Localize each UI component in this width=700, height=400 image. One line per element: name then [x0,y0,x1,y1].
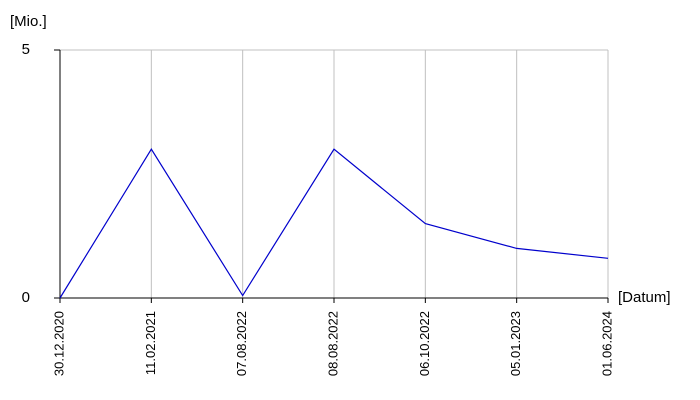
x-tick-label: 06.10.2022 [417,311,432,376]
x-axis-label: [Datum] [618,289,671,306]
x-tick-label: 07.08.2022 [234,311,249,376]
data-line [59,148,609,299]
x-tick-label: 08.08.2022 [325,311,340,376]
y-tick-label: 0 [22,289,30,306]
y-tick-label: 5 [22,41,30,58]
x-tick-label: 30.12.2020 [51,311,66,376]
x-tick-label: 11.02.2021 [143,311,158,375]
x-tick-label: 01.06.2024 [599,311,614,376]
x-tick-label: 05.01.2023 [508,311,523,376]
y-axis-label: [Mio.] [10,13,47,30]
